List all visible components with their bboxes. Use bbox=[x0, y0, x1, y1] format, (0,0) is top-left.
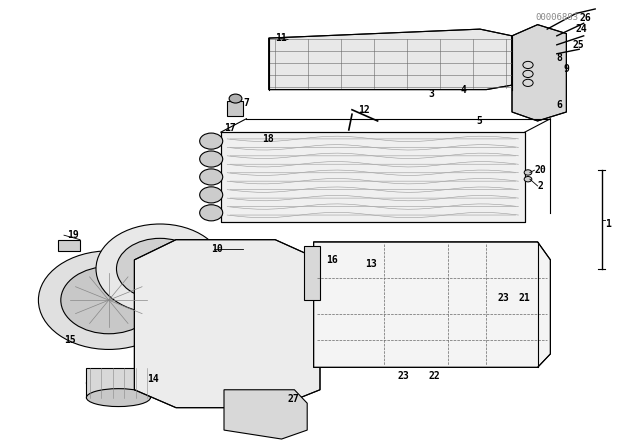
Polygon shape bbox=[314, 242, 550, 367]
Text: 17: 17 bbox=[224, 123, 236, 133]
Text: 11: 11 bbox=[275, 33, 287, 43]
Text: 24: 24 bbox=[576, 24, 588, 34]
Text: 5: 5 bbox=[477, 116, 483, 126]
Text: 18: 18 bbox=[262, 134, 274, 144]
Text: 2: 2 bbox=[538, 181, 543, 191]
Text: 10: 10 bbox=[211, 244, 223, 254]
Text: 13: 13 bbox=[365, 259, 376, 269]
Circle shape bbox=[524, 177, 532, 182]
Text: 14: 14 bbox=[147, 374, 159, 383]
Bar bbox=[58, 240, 80, 251]
Text: 27: 27 bbox=[288, 394, 300, 404]
Circle shape bbox=[116, 238, 204, 299]
Text: 19: 19 bbox=[67, 230, 79, 240]
Text: 23: 23 bbox=[497, 293, 509, 303]
Text: 4: 4 bbox=[461, 85, 467, 95]
Circle shape bbox=[38, 251, 179, 349]
Circle shape bbox=[200, 133, 223, 149]
Bar bbox=[227, 101, 243, 116]
Text: 12: 12 bbox=[358, 105, 370, 115]
Circle shape bbox=[61, 267, 157, 334]
Bar bbox=[86, 368, 150, 398]
Text: 3: 3 bbox=[429, 89, 435, 99]
Polygon shape bbox=[134, 240, 320, 408]
Circle shape bbox=[200, 151, 223, 167]
Text: 23: 23 bbox=[398, 371, 410, 381]
Text: 00006883: 00006883 bbox=[535, 13, 579, 22]
Circle shape bbox=[200, 169, 223, 185]
Text: 1: 1 bbox=[605, 219, 611, 229]
Circle shape bbox=[200, 187, 223, 203]
Bar bbox=[221, 132, 525, 222]
Bar bbox=[304, 246, 320, 300]
Text: 25: 25 bbox=[573, 40, 584, 50]
Circle shape bbox=[200, 205, 223, 221]
Text: 6: 6 bbox=[557, 100, 563, 110]
Circle shape bbox=[96, 224, 224, 314]
Circle shape bbox=[524, 170, 532, 175]
Text: 15: 15 bbox=[64, 336, 76, 345]
Polygon shape bbox=[269, 29, 512, 90]
Polygon shape bbox=[512, 25, 566, 121]
Polygon shape bbox=[224, 390, 307, 439]
Text: 16: 16 bbox=[326, 255, 338, 265]
Ellipse shape bbox=[86, 388, 150, 407]
Bar bbox=[221, 132, 525, 222]
Text: 21: 21 bbox=[518, 293, 530, 303]
Text: 8: 8 bbox=[557, 53, 563, 63]
Ellipse shape bbox=[86, 374, 150, 392]
Text: 26: 26 bbox=[579, 13, 591, 23]
Text: 7: 7 bbox=[243, 98, 249, 108]
Circle shape bbox=[229, 94, 242, 103]
Text: 20: 20 bbox=[534, 165, 546, 175]
Text: 9: 9 bbox=[563, 65, 569, 74]
Text: 22: 22 bbox=[429, 371, 440, 381]
